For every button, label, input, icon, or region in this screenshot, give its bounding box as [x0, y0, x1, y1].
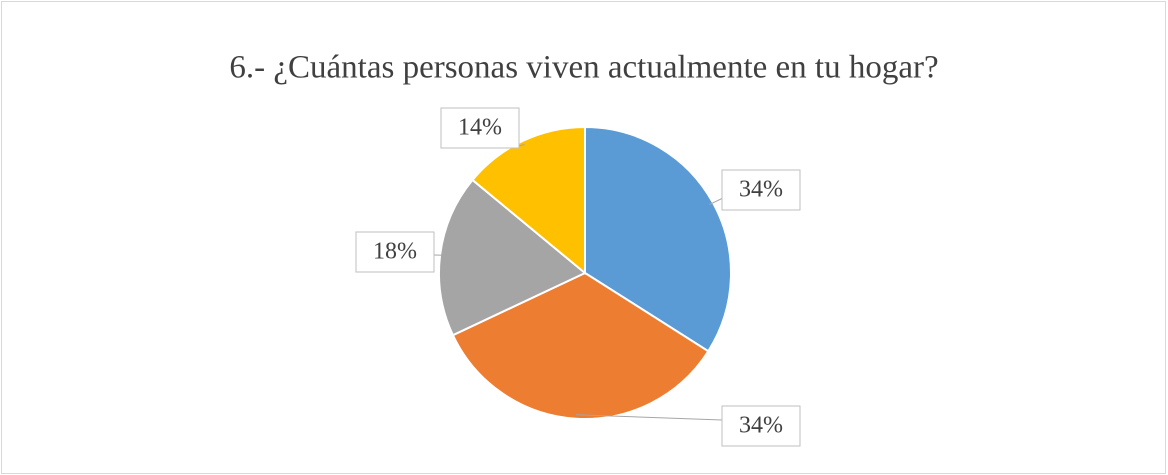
data-label: 14% [458, 115, 502, 141]
chart-title: 6.- ¿Cuántas personas viven actualmente … [229, 50, 938, 86]
pie-slice [471, 125, 586, 276]
data-label: 18% [373, 239, 417, 265]
pie-slice [451, 271, 710, 420]
label-box [440, 107, 520, 149]
leader-line [576, 414, 723, 421]
data-label: 34% [739, 413, 783, 439]
label-box [721, 405, 801, 447]
label-box [721, 169, 801, 211]
label-box [355, 231, 435, 273]
data-label: 34% [739, 177, 783, 203]
leader-line [709, 197, 724, 206]
